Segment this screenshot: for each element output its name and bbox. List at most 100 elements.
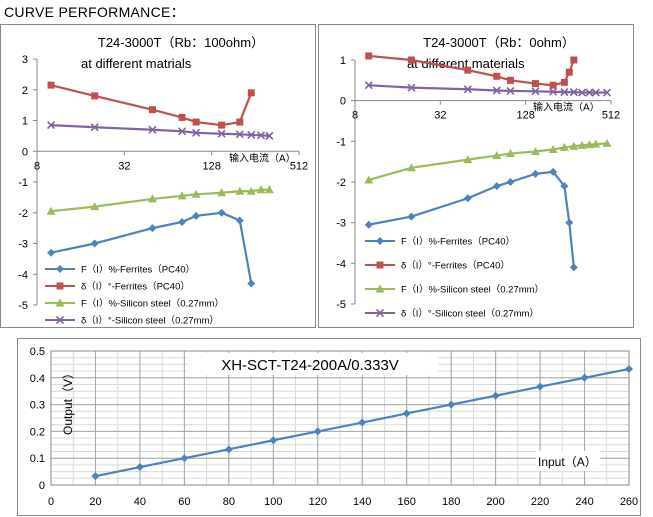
series-2: [47, 81, 255, 129]
title-backing: [188, 353, 438, 375]
data-point: [177, 191, 187, 200]
data-point: [148, 125, 157, 134]
x-tick-label: 140: [353, 496, 371, 508]
data-point: [147, 194, 157, 203]
data-point: [192, 211, 201, 220]
data-point: [578, 88, 587, 97]
data-point: [148, 224, 157, 233]
y-tick-label: 0.1: [30, 453, 45, 465]
x-tick-label: 220: [531, 496, 549, 508]
x-tick-label: 512: [602, 110, 620, 122]
series-line: [50, 211, 253, 284]
x-tick-label: 8: [352, 110, 358, 122]
data-point: [530, 147, 540, 155]
data-point: [178, 217, 187, 226]
series-3: [364, 138, 612, 184]
x-tick-label: 128: [516, 110, 534, 122]
y-tick-label: 0: [39, 480, 45, 492]
data-point: [463, 194, 472, 203]
data-point: [560, 182, 569, 191]
legend-item: F（I）%-Ferrites（PC40）: [45, 264, 195, 276]
series-2: [365, 52, 578, 89]
chart-svg: T24-3000T（Rb：0ohm） at different materials…: [336, 35, 620, 320]
data-point: [90, 202, 100, 211]
data-point: [577, 140, 587, 149]
data-point: [463, 85, 472, 94]
data-point: [91, 92, 99, 100]
data-point: [549, 87, 558, 96]
data-point: [549, 81, 557, 89]
plot-frame: [50, 350, 630, 486]
data-point: [224, 445, 233, 454]
data-point: [464, 66, 472, 74]
x-axis-label: Input（A）: [538, 455, 597, 469]
series-1: [364, 167, 578, 272]
data-point: [585, 88, 594, 97]
y-tick-label: -2: [18, 208, 28, 220]
data-point: [217, 188, 227, 197]
legend-marker: [375, 284, 385, 293]
y-tick-label: -3: [18, 239, 28, 251]
legend-item: δ（I）°-Ferrites（PC40）: [45, 281, 190, 293]
data-point: [247, 130, 256, 140]
legend-item: F（I）%-Silicon steel（0.27mm）: [365, 284, 544, 296]
legend-label: F（I）%-Silicon steel（0.27mm）: [401, 284, 544, 296]
x-tick-label: 240: [575, 496, 593, 508]
legend-marker: [56, 282, 64, 290]
data-point: [235, 186, 245, 195]
legend-marker: [376, 261, 384, 269]
data-point: [47, 81, 55, 89]
data-point: [217, 129, 226, 138]
legend-marker: [375, 308, 385, 318]
y-tick-label: -5: [18, 300, 28, 312]
data-point: [148, 106, 156, 114]
y-tick-label: 0: [22, 146, 28, 158]
data-point: [218, 121, 226, 129]
y-tick-label: 0.5: [30, 346, 45, 358]
data-point: [506, 86, 515, 95]
data-point: [492, 182, 501, 191]
data-point: [559, 142, 569, 151]
legend-label: F（I）%-Ferrites（PC40）: [81, 264, 195, 276]
data-point: [313, 427, 322, 436]
legend-marker: [55, 315, 65, 325]
y-tick-label: 0.4: [30, 373, 45, 385]
chart-panel-output: 0 20 40 60 80 100 120 140 160 180 200 220 240 260 0.5 0…: [17, 338, 641, 516]
y-tick-label: 1: [340, 55, 346, 67]
legend-item: δ（I）°-Ferrites（PC40）: [365, 260, 510, 272]
data-point: [264, 185, 274, 194]
data-point: [565, 218, 574, 227]
x-tick-label: 8: [34, 160, 40, 172]
data-point: [531, 87, 540, 96]
data-point: [191, 189, 201, 198]
x-tick-label: 0: [48, 496, 54, 508]
legend-label: δ（I）°-Silicon steel（0.27mm）: [81, 315, 219, 327]
y-tick-label: -1: [336, 136, 346, 148]
series-4: [46, 121, 274, 140]
x-tick-label: 120: [309, 496, 327, 508]
grid: [50, 350, 630, 486]
data-point: [269, 436, 278, 445]
series-1: [47, 208, 256, 288]
data-point: [549, 167, 558, 176]
data-point: [192, 128, 201, 137]
data-point: [492, 151, 502, 160]
xlabel-backing: [536, 451, 600, 471]
series-1: [91, 364, 633, 481]
data-point: [463, 155, 473, 164]
y-tick-label: -4: [18, 269, 28, 281]
series-line: [51, 124, 270, 137]
x-tick-label: 512: [290, 160, 308, 172]
data-point: [235, 216, 244, 225]
x-tick-label: 180: [442, 496, 460, 508]
x-tick-label: 20: [89, 496, 101, 508]
legend: F（I）%-Ferrites（PC40） δ（I）°-Ferrites（PC40）…: [365, 236, 544, 320]
data-point: [180, 454, 189, 463]
data-point: [247, 89, 255, 97]
data-point: [447, 400, 456, 409]
data-point: [90, 239, 99, 248]
data-point: [407, 56, 415, 64]
data-point: [402, 409, 411, 418]
data-point: [531, 80, 539, 88]
chart-title: T24-3000T（Rb：100ohm）: [98, 35, 264, 50]
